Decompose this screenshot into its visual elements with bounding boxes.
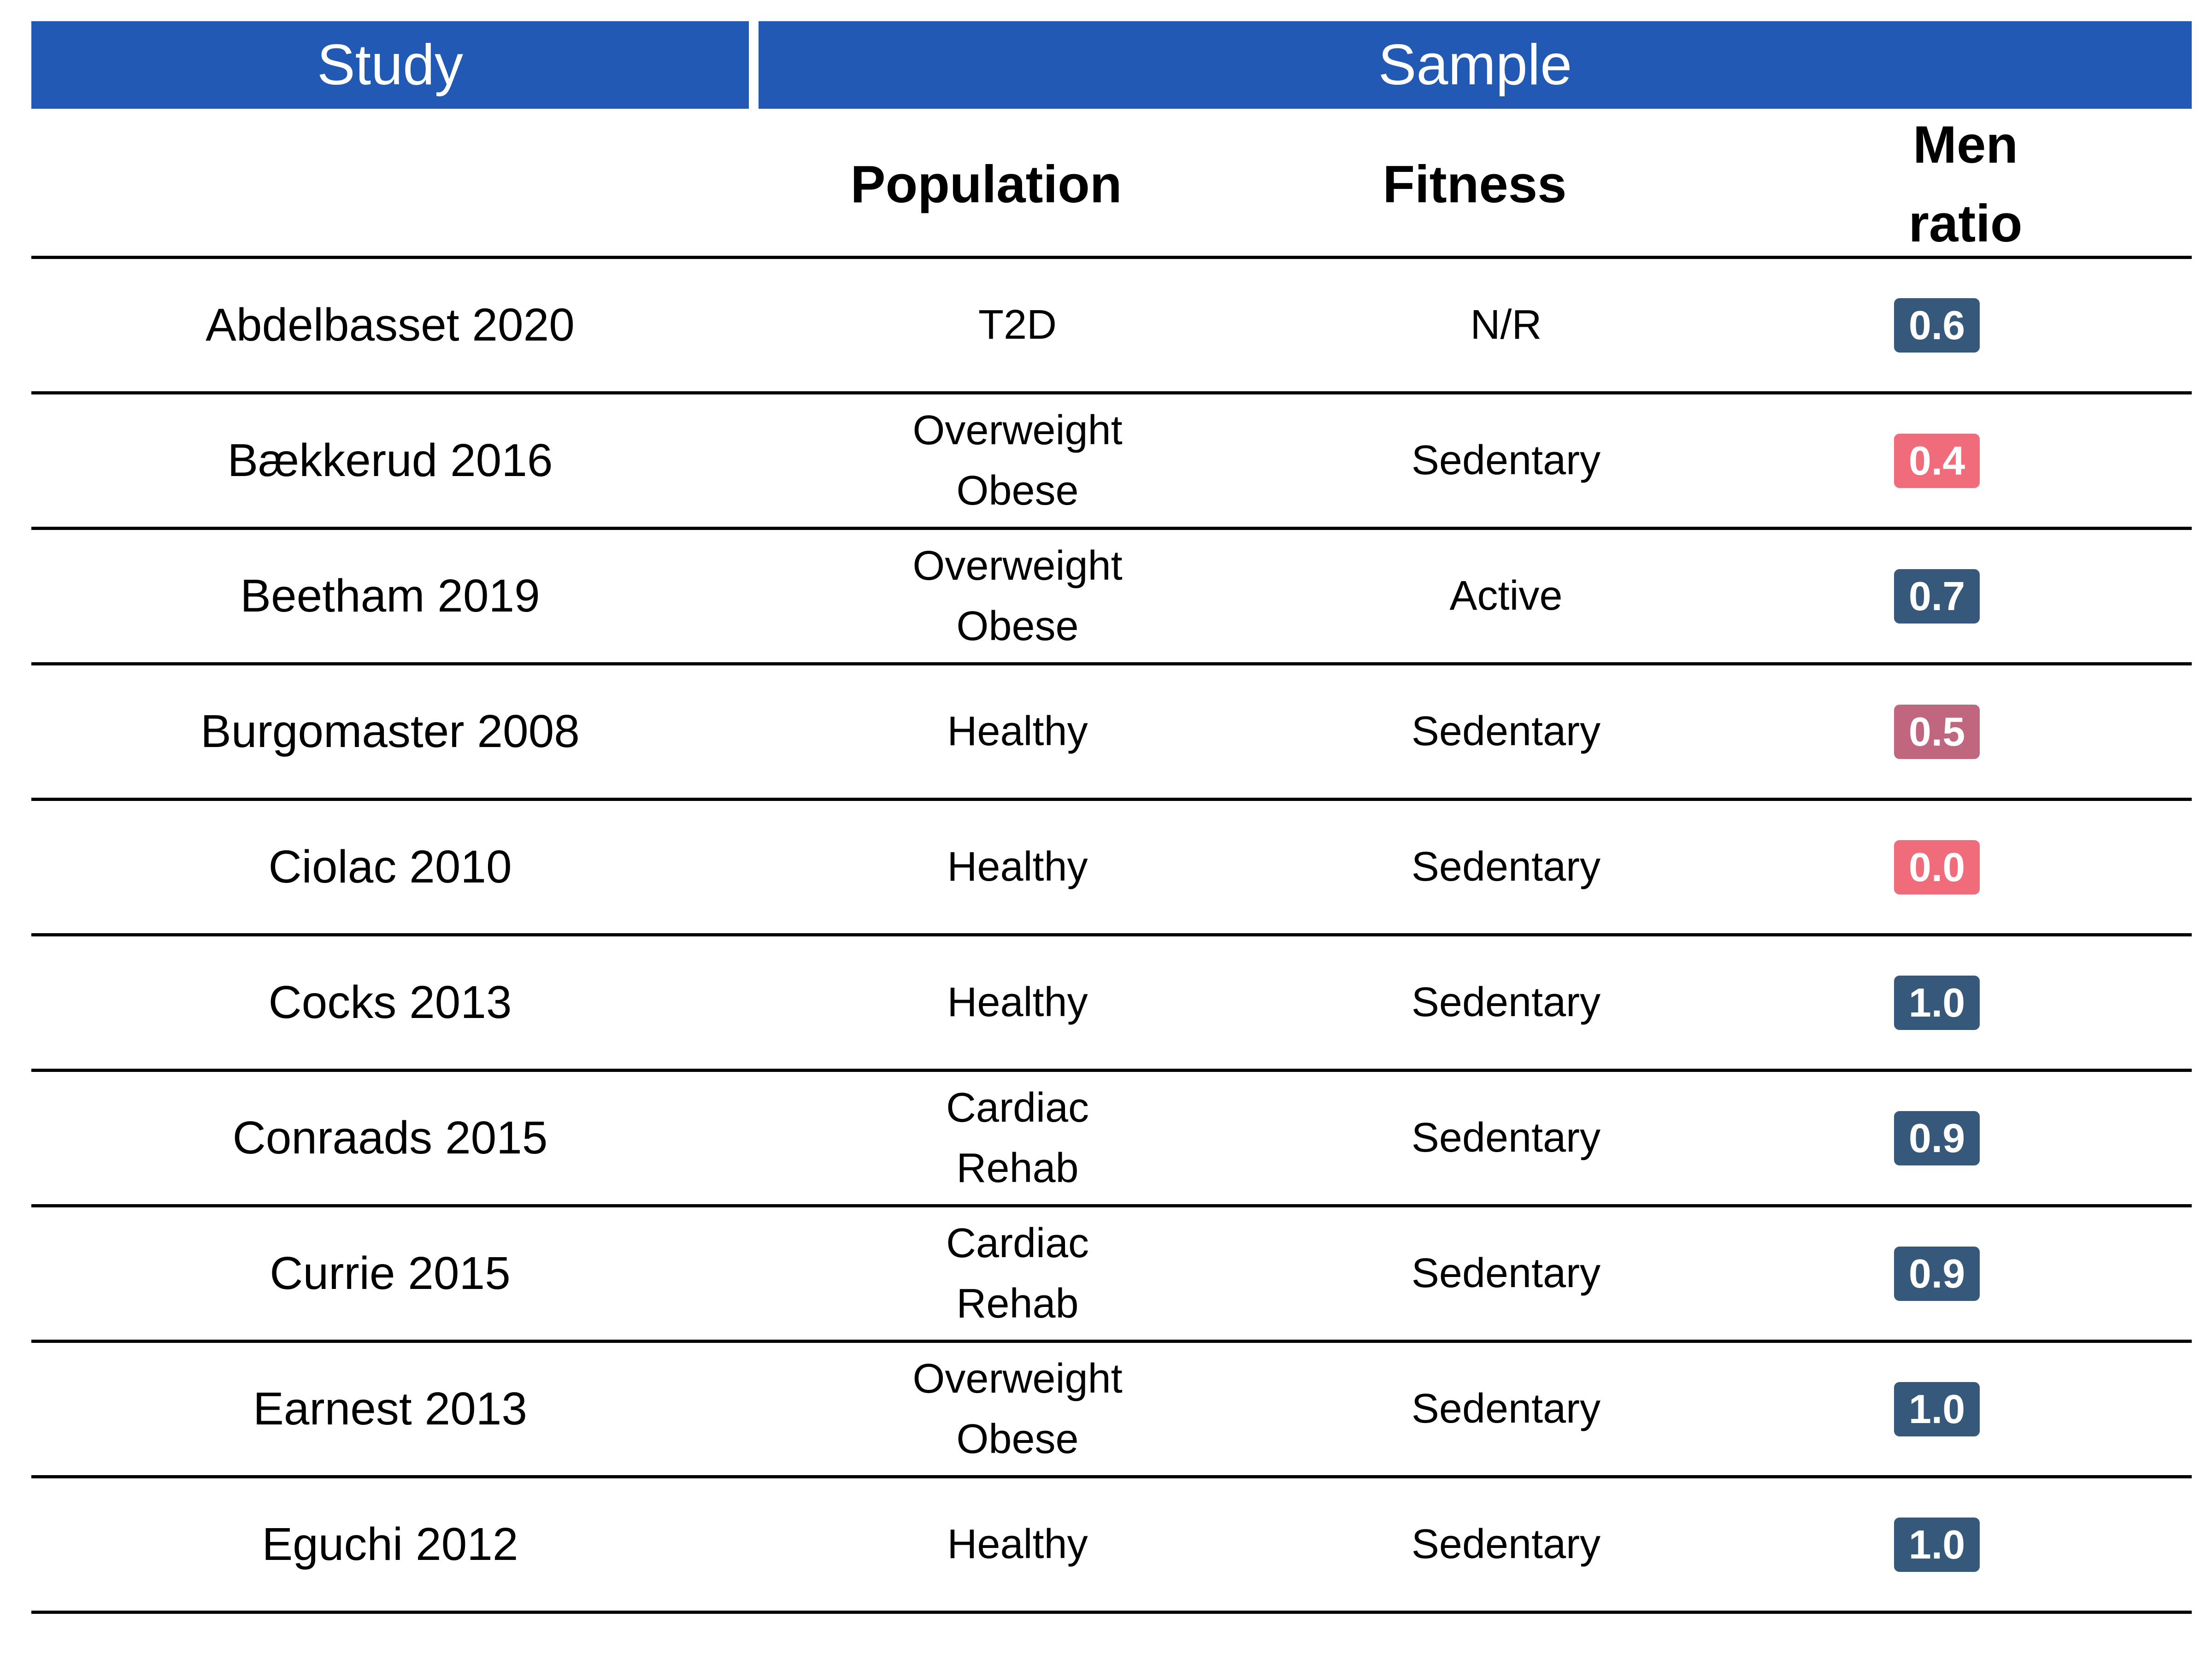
population-cell: Healthy [750,665,1285,798]
men-ratio-header-line1: Men [1912,116,2018,174]
men-ratio-column-header: Men ratio [1721,111,2210,258]
study-cell: Cocks 2013 [268,977,512,1028]
men-ratio-cell: 0.9 [1695,1072,2179,1204]
population-line: Rehab [956,1145,1079,1191]
population-line: Rehab [956,1280,1079,1327]
men-ratio-badge: 1.0 [1894,975,1980,1030]
study-cell: Conraads 2015 [232,1112,548,1164]
population-cell: T2D [750,259,1285,391]
fitness-cell: Sedentary [1411,1115,1601,1161]
men-ratio-cell: 0.9 [1695,1207,2179,1340]
fitness-cell: Sedentary [1411,1386,1601,1432]
men-ratio-badge: 1.0 [1894,1517,1980,1572]
sample-group-label: Sample [1378,33,1572,97]
study-cell: Ciolac 2010 [268,841,512,893]
table-body: Abdelbasset 2020 T2D N/R 0.6 Bækkerud 2016 Ov… [31,259,2192,1614]
fitness-cell: N/R [1470,302,1542,348]
study-cell: Abdelbasset 2020 [206,299,575,351]
table-row: Abdelbasset 2020 T2D N/R 0.6 [31,259,2192,394]
header-divider [31,256,2192,259]
population-cell: Healthy [750,1478,1285,1611]
study-group-label: Study [317,33,464,97]
population-line: T2D [978,302,1057,348]
population-line: Cardiac [946,1220,1089,1266]
table-row: Currie 2015 Cardiac Rehab Sedentary 0.9 [31,1207,2192,1343]
men-ratio-cell: 0.6 [1695,259,2179,391]
fitness-cell: Sedentary [1411,708,1601,754]
population-column-header: Population [751,111,1221,258]
population-line: Overweight [912,407,1123,453]
population-line: Obese [956,467,1079,514]
fitness-cell: Sedentary [1411,844,1601,890]
fitness-header-label: Fitness [1382,155,1567,214]
men-ratio-badge: 0.9 [1894,1111,1980,1165]
fitness-cell: Sedentary [1411,1521,1601,1567]
population-line: Overweight [912,1356,1123,1402]
men-ratio-badge: 0.0 [1894,840,1980,894]
fitness-cell: Sedentary [1411,1250,1601,1296]
men-ratio-cell: 0.5 [1695,665,2179,798]
men-ratio-badge: 0.9 [1894,1246,1980,1301]
men-ratio-cell: 0.4 [1695,394,2179,527]
men-ratio-cell: 1.0 [1695,936,2179,1069]
population-cell: Healthy [750,936,1285,1069]
study-cell: Earnest 2013 [253,1383,527,1435]
table-row: Ciolac 2010 Healthy Sedentary 0.0 [31,801,2192,936]
fitness-cell: Sedentary [1411,979,1601,1025]
population-line: Obese [956,603,1079,649]
study-group-header: Study [31,21,749,109]
sample-group-header: Sample [759,21,2192,109]
population-cell: Overweight Obese [750,530,1285,662]
study-cell: Beetham 2019 [240,570,540,622]
study-cell: Currie 2015 [270,1247,511,1299]
population-line: Healthy [947,844,1088,890]
study-cell: Eguchi 2012 [262,1518,518,1570]
men-ratio-cell: 0.7 [1695,530,2179,662]
population-line: Cardiac [946,1085,1089,1131]
fitness-column-header: Fitness [1230,111,1719,258]
men-ratio-header-line2: ratio [1908,194,2023,253]
table-row: Burgomaster 2008 Healthy Sedentary 0.5 [31,665,2192,801]
population-cell: Cardiac Rehab [750,1072,1285,1204]
table-row: Eguchi 2012 Healthy Sedentary 1.0 [31,1478,2192,1614]
fitness-cell: Sedentary [1411,437,1601,483]
study-cell: Bækkerud 2016 [227,435,553,486]
population-line: Healthy [947,979,1088,1026]
men-ratio-badge: 0.7 [1894,569,1980,624]
population-line: Overweight [912,543,1123,589]
table-row: Earnest 2013 Overweight Obese Sedentary 1.0 [31,1343,2192,1478]
men-ratio-cell: 0.0 [1695,801,2179,933]
study-cell: Burgomaster 2008 [200,706,580,757]
men-ratio-badge: 0.6 [1894,298,1980,353]
population-line: Healthy [947,708,1088,755]
men-ratio-badge: 1.0 [1894,1382,1980,1436]
men-ratio-cell: 1.0 [1695,1343,2179,1475]
population-line: Healthy [947,1521,1088,1568]
population-cell: Cardiac Rehab [750,1207,1285,1340]
population-line: Obese [956,1416,1079,1462]
population-cell: Overweight Obese [750,394,1285,527]
population-header-label: Population [850,155,1122,214]
men-ratio-cell: 1.0 [1695,1478,2179,1611]
men-ratio-badge: 0.4 [1894,433,1980,488]
population-cell: Overweight Obese [750,1343,1285,1475]
fitness-cell: Active [1449,573,1563,619]
men-ratio-badge: 0.5 [1894,704,1980,759]
table-row: Beetham 2019 Overweight Obese Active 0.7 [31,530,2192,665]
table-row: Cocks 2013 Healthy Sedentary 1.0 [31,936,2192,1072]
table-row: Bækkerud 2016 Overweight Obese Sedentary 0.4 [31,394,2192,530]
population-cell: Healthy [750,801,1285,933]
table-row: Conraads 2015 Cardiac Rehab Sedentary 0.9 [31,1072,2192,1207]
